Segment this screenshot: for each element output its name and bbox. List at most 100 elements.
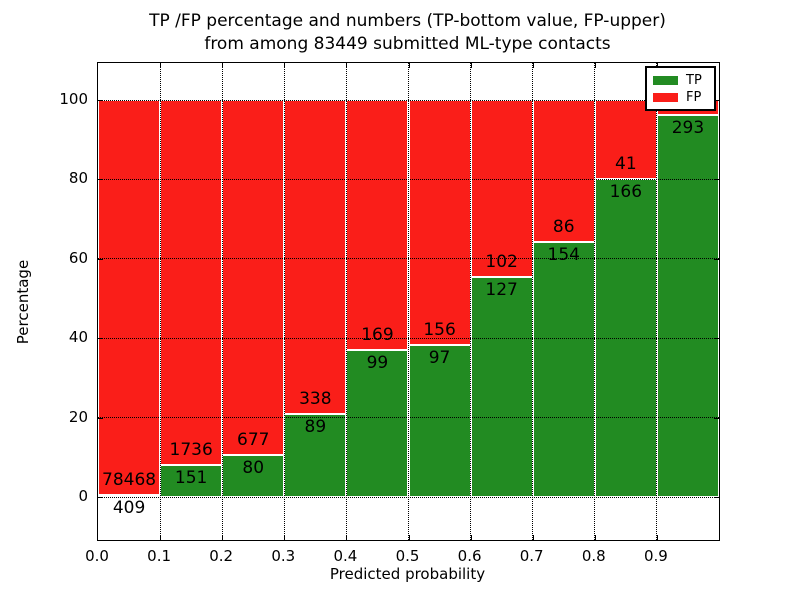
chart-title-line1: TP /FP percentage and numbers (TP-bottom… [149,11,666,31]
vertical-gridline [594,63,596,540]
x-tick-mark [222,63,224,68]
tp-bar-segment [532,242,595,497]
grid-layer [98,63,719,540]
y-tick-mark [714,417,719,419]
fp-count-label: 338 [299,389,332,410]
x-tick-mark [594,63,596,68]
horizontal-gridline [98,496,719,498]
y-tick-mark [714,258,719,260]
y-tick-label: 80 [68,169,88,188]
legend-label-tp: TP [686,73,702,88]
y-tick-mark [98,338,103,340]
x-tick-label: 0.6 [457,547,482,565]
x-tick-mark [656,535,658,540]
y-tick-label: 100 [59,90,88,108]
tp-count-label: 409 [112,497,146,518]
chart-title-line2: from among 83449 submitted ML-type conta… [204,34,611,54]
x-tick-mark [408,63,410,68]
horizontal-gridline [98,178,719,180]
x-tick-mark [222,535,224,540]
fp-swatch-icon [653,93,678,102]
x-tick-label: 0.8 [581,547,606,565]
x-tick-label: 0.7 [519,547,544,565]
x-tick-label: 0.4 [333,547,358,565]
vertical-gridline [532,63,534,540]
fp-count-label: 102 [485,251,518,272]
x-tick-mark [656,63,658,68]
bar-labels-layer: 78468 409 1736 151 677 80 338 89 169 99 156 97 102 12… [98,63,719,540]
fp-bar-segment [408,100,471,345]
y-tick-mark [714,179,719,181]
tp-count-label: 89 [304,417,327,438]
fp-count-label: 169 [361,325,394,346]
y-tick-mark [714,338,719,340]
legend: TP FP [645,66,716,111]
fp-count-label: 41 [615,153,637,174]
tp-count-label: 151 [174,468,208,489]
y-tick-mark [98,179,103,181]
fp-bar-segment [284,100,347,415]
y-tick-mark [98,258,103,260]
x-tick-label: 0.5 [395,547,420,565]
horizontal-gridline [98,337,719,339]
x-tick-mark [408,535,410,540]
y-tick-mark [714,100,719,101]
tp-count-label: 80 [242,458,265,479]
y-tick-label: 40 [68,328,88,347]
y-tick-label: 60 [68,248,88,267]
tp-bar-segment [408,344,471,497]
tp-count-label: 127 [485,279,518,300]
horizontal-gridline [98,99,719,101]
legend-item-fp: FP [653,89,708,106]
fp-count-label: 677 [237,430,270,451]
tp-swatch-icon [653,76,678,85]
tp-bar-segment [222,455,285,497]
tp-count-label: 166 [609,181,643,202]
x-tick-label: 0.3 [271,547,296,565]
x-tick-mark [346,535,348,540]
tp-bar-segment [98,494,161,497]
fp-bar-segment [346,100,409,351]
fp-count-label: 78468 [102,469,157,490]
x-tick-mark [470,63,472,68]
horizontal-gridline [98,258,719,260]
fp-bar-segment [160,100,223,466]
tp-count-label: 97 [428,347,451,368]
vertical-gridline [283,63,285,540]
tp-bar-segment [284,414,347,497]
legend-label-fp: FP [686,90,702,105]
tp-bar-segment [346,350,409,497]
legend-item-tp: TP [653,72,708,89]
x-tick-mark [532,535,534,540]
tp-count-label: 293 [671,118,705,139]
y-tick-mark [714,497,719,498]
vertical-gridline [656,63,658,540]
x-tick-mark [160,535,162,540]
x-tick-mark [346,63,348,68]
vertical-gridline [470,63,472,540]
vertical-gridline [408,63,409,540]
fp-bar-segment [222,100,285,456]
fp-count-label: 86 [552,217,575,238]
vertical-gridline [159,63,161,540]
x-tick-mark [470,535,472,540]
tp-bar-segment [656,115,719,497]
vertical-gridline [221,63,223,540]
fp-bar-segment [98,100,161,495]
chart-title: TP /FP percentage and numbers (TP-bottom… [97,10,718,56]
plot-area: 78468 409 1736 151 677 80 338 89 169 99 156 97 102 12… [97,62,720,541]
fp-bar-segment [470,100,533,277]
tp-bar-segment [160,465,223,497]
x-tick-mark [284,63,286,68]
vertical-gridline [345,63,347,540]
x-tick-label: 0.9 [643,547,668,565]
x-tick-mark [160,63,162,68]
fp-count-label: 156 [423,319,456,340]
x-tick-mark [594,535,596,540]
horizontal-gridline [98,417,719,419]
x-tick-label: 0.1 [147,547,172,565]
x-axis-label: Predicted probability [329,565,486,583]
y-tick-label: 20 [68,407,88,426]
y-tick-label: 0 [78,487,88,505]
